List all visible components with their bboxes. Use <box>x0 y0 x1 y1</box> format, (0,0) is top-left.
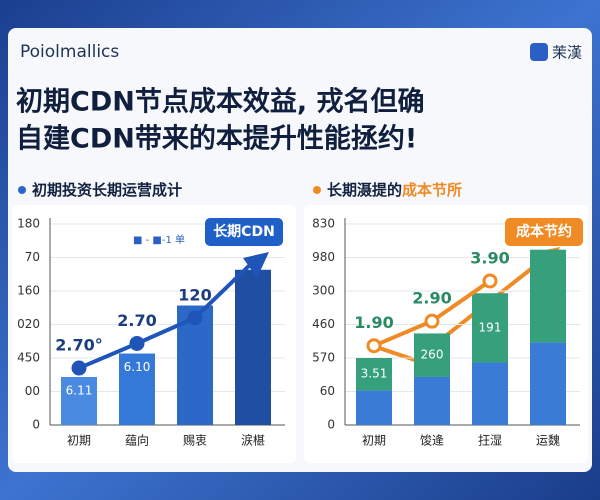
arrowhead <box>243 251 269 278</box>
y-tick-label: 180 <box>17 217 40 231</box>
point-label: 2.70° <box>55 336 102 355</box>
callout: 成本节约 <box>516 223 572 240</box>
bar-label: 6.11 <box>66 383 93 397</box>
chart-title-part: 成本节所 <box>402 181 462 199</box>
title-dot <box>18 186 26 194</box>
chart-title-part: 初期投资长期运营成计 <box>32 181 182 199</box>
chart-title: 长期滠提的成本节所 <box>327 181 462 199</box>
y-tick-label: 020 <box>17 317 40 331</box>
callout: 长期CDN <box>213 223 275 240</box>
y-tick-label: 570 <box>312 351 335 365</box>
y-tick-label: 60 <box>320 384 335 398</box>
logo-text: 茉漢 <box>552 44 582 62</box>
y-tick-label: 0 <box>32 418 40 432</box>
point-label: 2.70 <box>117 311 156 330</box>
title-line: 自建CDN带来的本提升性能拯约! <box>16 123 417 155</box>
y-tick-label: 70 <box>25 250 40 264</box>
y-tick-label: 300 <box>312 284 335 298</box>
brand: Poiolmallics <box>20 42 119 62</box>
point <box>424 313 440 329</box>
y-tick-label: 460 <box>312 317 335 331</box>
x-tick-label: 初期 <box>67 434 91 448</box>
y-tick-label: 980 <box>312 250 335 264</box>
x-tick-label: 抂湿 <box>478 433 502 448</box>
point <box>71 360 87 376</box>
y-tick-label: 160 <box>17 284 40 298</box>
bar <box>472 362 508 425</box>
x-tick-label: 涙椹 <box>241 433 265 448</box>
y-tick-label: 00 <box>25 384 40 398</box>
bar-label: 6.10 <box>124 360 151 374</box>
bar <box>61 376 97 425</box>
bar-label: 3.51 <box>361 367 388 381</box>
point-label: 1.90 <box>354 313 393 332</box>
x-tick-label: 初期 <box>362 434 386 448</box>
bar-label: 191 <box>479 320 502 334</box>
bar <box>119 353 155 425</box>
bar <box>530 249 566 343</box>
bar <box>177 305 213 425</box>
y-tick-label: 830 <box>312 217 335 231</box>
bar <box>472 293 508 363</box>
bar <box>356 358 392 391</box>
y-tick-label: 450 <box>17 351 40 365</box>
bar <box>414 333 450 377</box>
x-tick-label: 馂逄 <box>420 433 444 448</box>
bar <box>530 342 566 425</box>
bar <box>356 390 392 425</box>
logo-icon <box>530 43 548 61</box>
point <box>366 338 382 354</box>
line <box>78 260 255 370</box>
x-tick-label: 赐衷 <box>183 433 207 448</box>
legend-text: ■ - ■-1 单 <box>133 234 185 246</box>
x-tick-label: 运魏 <box>536 433 560 448</box>
callout-box <box>205 218 283 246</box>
callout-box <box>505 218 583 246</box>
point <box>187 310 203 326</box>
point-label: 3.90 <box>470 248 509 267</box>
point <box>482 273 498 289</box>
point-label: 120 <box>178 285 211 304</box>
point-label: 2.90 <box>412 289 451 308</box>
chart-title: 初期投资长期运营成计 <box>32 181 182 199</box>
y-tick-label: 0 <box>327 418 335 432</box>
x-tick-label: 蕴向 <box>125 433 149 448</box>
bar <box>414 376 450 425</box>
chart-title-part: 长期滠提的 <box>327 181 402 199</box>
point <box>129 335 145 351</box>
bar-label: 260 <box>421 348 444 362</box>
title-line: 初期CDN节点成本效益, 戎名但确 <box>16 86 424 118</box>
title-dot <box>313 186 321 194</box>
bar <box>235 269 271 425</box>
